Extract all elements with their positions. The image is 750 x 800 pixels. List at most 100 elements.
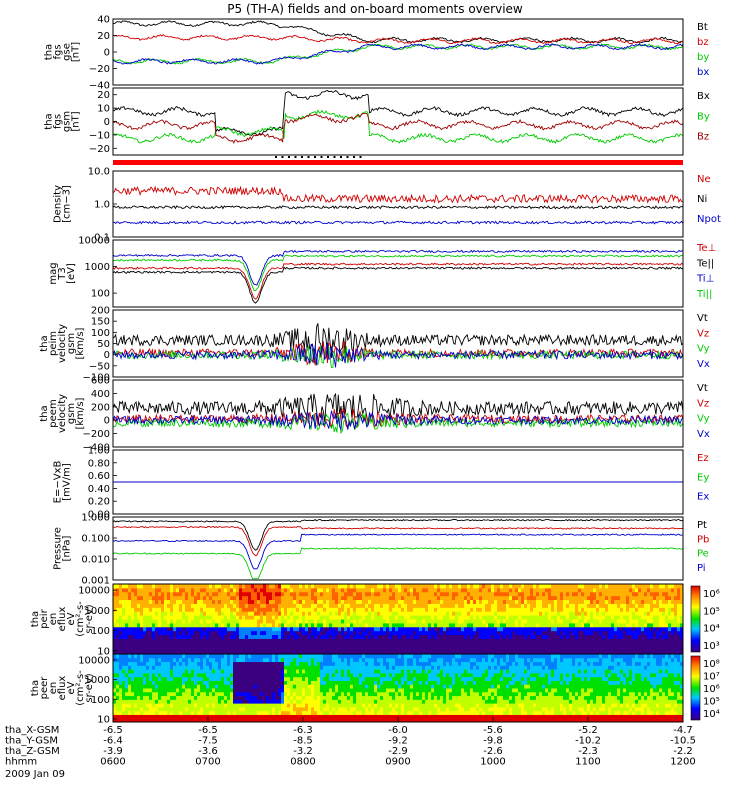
spec-cell [257, 615, 261, 620]
spec-cell [515, 603, 519, 608]
spec-cell [224, 650, 228, 655]
spec-cell [272, 699, 276, 704]
spec-cell [605, 626, 609, 632]
spec-cell [281, 665, 285, 670]
spec-cell [113, 699, 117, 704]
spec-cell [122, 595, 126, 601]
spec-cell [149, 699, 153, 704]
spec-cell [617, 626, 621, 632]
spec-cell [272, 619, 276, 624]
spec-cell [173, 619, 177, 624]
spec-cell [296, 584, 300, 589]
spec-cell [218, 688, 222, 693]
spec-cell [626, 650, 630, 655]
spec-cell [203, 654, 207, 659]
spec-cell [236, 669, 240, 674]
spec-cell [116, 630, 120, 636]
spec-cell [218, 684, 222, 689]
spec-cell [386, 607, 390, 612]
spec-cell [221, 654, 225, 659]
spec-cell [593, 595, 597, 601]
spec-cell [236, 619, 240, 624]
spec-cell [320, 595, 324, 601]
spec-cell [473, 642, 477, 647]
spec-cell [335, 622, 339, 628]
spec-cell [584, 634, 588, 639]
spec-cell [125, 634, 129, 639]
spec-cell [161, 661, 165, 666]
spec-cell [176, 676, 180, 681]
spec-cell [170, 626, 174, 632]
spec-cell [602, 603, 606, 608]
spec-cell [545, 642, 549, 647]
spec-cell [557, 638, 561, 643]
spec-cell [563, 630, 567, 636]
spec-cell [338, 630, 342, 636]
spec-cell [320, 710, 324, 715]
spec-cell [191, 634, 195, 639]
spec-cell [125, 642, 129, 647]
spec-cell [188, 584, 192, 589]
spec-cell [467, 607, 471, 612]
spec-cell [284, 684, 288, 689]
spec-cell [554, 626, 558, 632]
spec-cell [302, 591, 306, 597]
panel-peim_vel: 200150100500−50−100thapeimvelocitygsm[km… [39, 306, 710, 384]
spec-cell [212, 587, 216, 593]
ytick-label: 200 [91, 402, 110, 413]
spec-cell [125, 665, 129, 670]
spec-cell [299, 680, 303, 685]
spec-cell [671, 634, 675, 639]
spec-cell [611, 619, 615, 624]
spec-cell [203, 665, 207, 670]
spec-cell [317, 646, 321, 651]
spec-cell [668, 603, 672, 608]
spec-cell [326, 595, 330, 601]
spec-cell [266, 622, 270, 628]
spec-cell [161, 638, 165, 643]
spec-cell [164, 615, 168, 620]
spec-cell [122, 680, 126, 685]
spec-cell [572, 584, 576, 589]
spec-cell [506, 584, 510, 589]
spec-cell [590, 599, 594, 604]
spec-cell [221, 680, 225, 685]
spec-cell [416, 638, 420, 643]
spec-cell [296, 638, 300, 643]
spec-cell [371, 646, 375, 651]
spec-cell [203, 634, 207, 639]
spec-cell [152, 591, 156, 597]
spec-cell [605, 591, 609, 597]
spec-cell [428, 638, 432, 643]
spec-cell [296, 699, 300, 704]
spec-cell [158, 603, 162, 608]
legend-entry: Vx [697, 429, 710, 440]
spec-cell [287, 595, 291, 601]
spec-cell [206, 680, 210, 685]
spec-cell [305, 676, 309, 681]
spec-cell [554, 619, 558, 624]
spec-cell [305, 684, 309, 689]
spec-cell [281, 626, 285, 632]
colorbar-tick-label: 10⁶ [703, 589, 720, 600]
spec-cell [248, 622, 252, 628]
spec-cell [161, 650, 165, 655]
spec-cell [449, 607, 453, 612]
spec-cell [155, 642, 159, 647]
spec-cell [500, 638, 504, 643]
spec-cell [404, 587, 408, 593]
spec-cell [200, 661, 204, 666]
spec-cell [257, 611, 261, 616]
spec-cell [224, 676, 228, 681]
spec-cell [470, 603, 474, 608]
spec-cell [602, 584, 606, 589]
spec-cell [287, 672, 291, 678]
spec-cell [551, 603, 555, 608]
spec-cell [182, 622, 186, 628]
ylabel-line: eflux [57, 607, 68, 632]
spec-cell [311, 611, 315, 616]
spec-cell [155, 684, 159, 689]
spec-cell [203, 587, 207, 593]
spec-cell [245, 626, 249, 632]
spec-cell [416, 587, 420, 593]
